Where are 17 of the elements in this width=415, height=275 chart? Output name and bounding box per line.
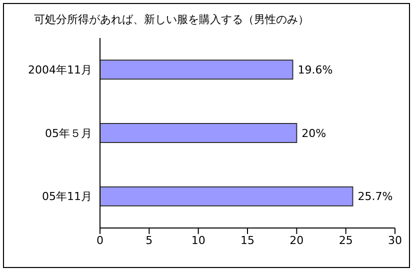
data-label: 20%	[302, 126, 326, 140]
y-tick-label: 05年11月	[42, 190, 92, 204]
x-tick-label: 10	[191, 234, 206, 247]
data-label: 19.6%	[298, 64, 333, 77]
data-label: 25.7%	[358, 190, 393, 204]
x-tick-label: 25	[338, 234, 353, 247]
y-tick-label: 05年５月	[45, 126, 92, 140]
x-tick-label: 0	[96, 234, 104, 247]
chart-title: 可処分所得があれば、新しい服を購入する（男性のみ）	[34, 12, 309, 27]
x-tick-label: 20	[290, 234, 304, 247]
x-tick-label: 15	[240, 234, 254, 247]
bar	[100, 123, 298, 143]
x-tick-label: 5	[146, 234, 153, 247]
x-tick-label: 30	[388, 234, 402, 247]
bar	[100, 60, 294, 80]
bar	[100, 186, 354, 206]
y-tick-label: 2004年11月	[28, 64, 92, 77]
